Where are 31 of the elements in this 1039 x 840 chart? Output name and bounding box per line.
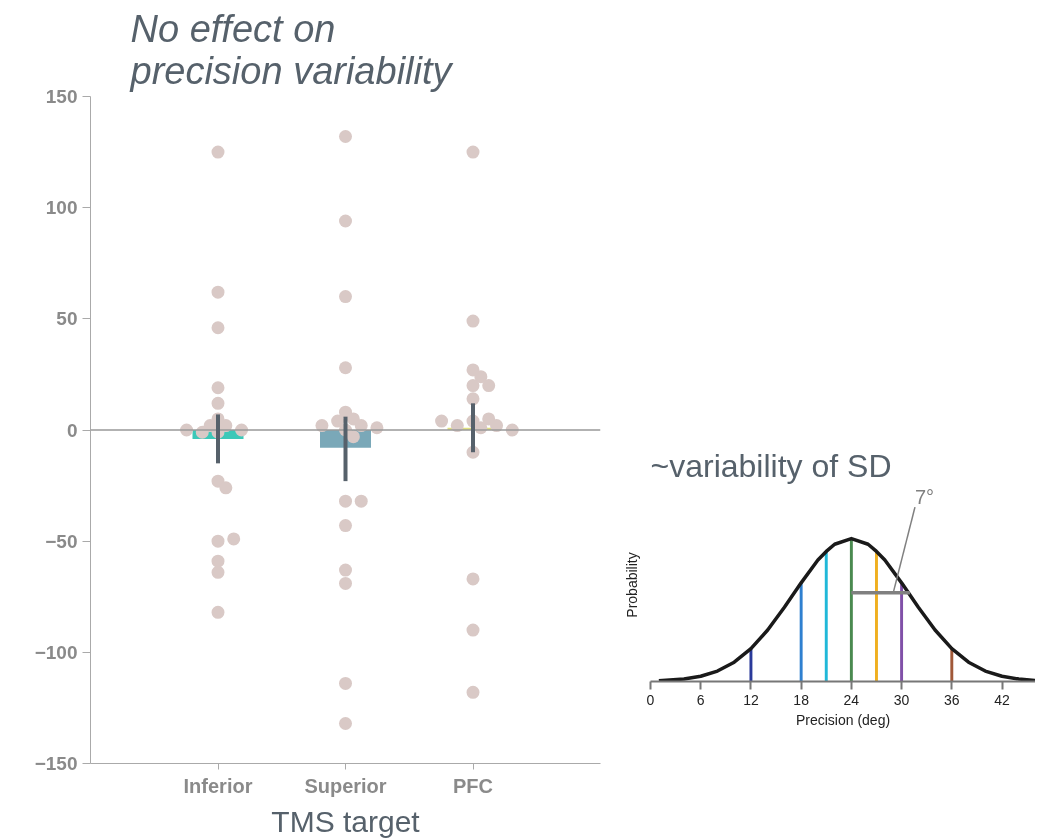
annotation: 7° bbox=[914, 486, 935, 509]
x-axis-title: Precision (deg) bbox=[795, 711, 891, 728]
x-tick-label: 18 bbox=[793, 691, 810, 708]
bar bbox=[824, 551, 828, 682]
y-axis-title: Probability bbox=[623, 552, 640, 618]
y-tick-label: 100 bbox=[45, 197, 78, 219]
x-tick-label: 24 bbox=[843, 691, 860, 708]
bar bbox=[900, 582, 904, 682]
bar bbox=[799, 582, 803, 682]
y-tick-label: 50 bbox=[56, 308, 78, 330]
x-tick-label: 0 bbox=[646, 691, 655, 708]
x-tick-label: Superior bbox=[304, 774, 387, 797]
y-tick-label: −150 bbox=[34, 753, 78, 774]
x-tick-label: 6 bbox=[696, 691, 705, 708]
y-tick-label: −100 bbox=[34, 641, 78, 663]
bar bbox=[749, 648, 753, 682]
x-axis-title: TMS target bbox=[271, 804, 421, 838]
chart-title: ~variability of SD bbox=[650, 447, 892, 484]
x-tick-label: 36 bbox=[944, 691, 960, 708]
bar bbox=[875, 551, 878, 682]
y-tick-label: −50 bbox=[45, 530, 78, 552]
x-tick-label: 42 bbox=[994, 691, 1011, 708]
y-tick-label: 0 bbox=[66, 419, 78, 441]
x-tick-label: 12 bbox=[743, 691, 759, 708]
bar bbox=[950, 648, 954, 682]
x-tick-label: 30 bbox=[893, 691, 910, 708]
y-tick-label: 150 bbox=[45, 86, 78, 107]
chart-title: No effect on precision variability bbox=[129, 7, 454, 92]
x-tick-label: Inferior bbox=[183, 774, 253, 797]
bar bbox=[849, 538, 853, 682]
x-tick-label: PFC bbox=[453, 774, 493, 797]
